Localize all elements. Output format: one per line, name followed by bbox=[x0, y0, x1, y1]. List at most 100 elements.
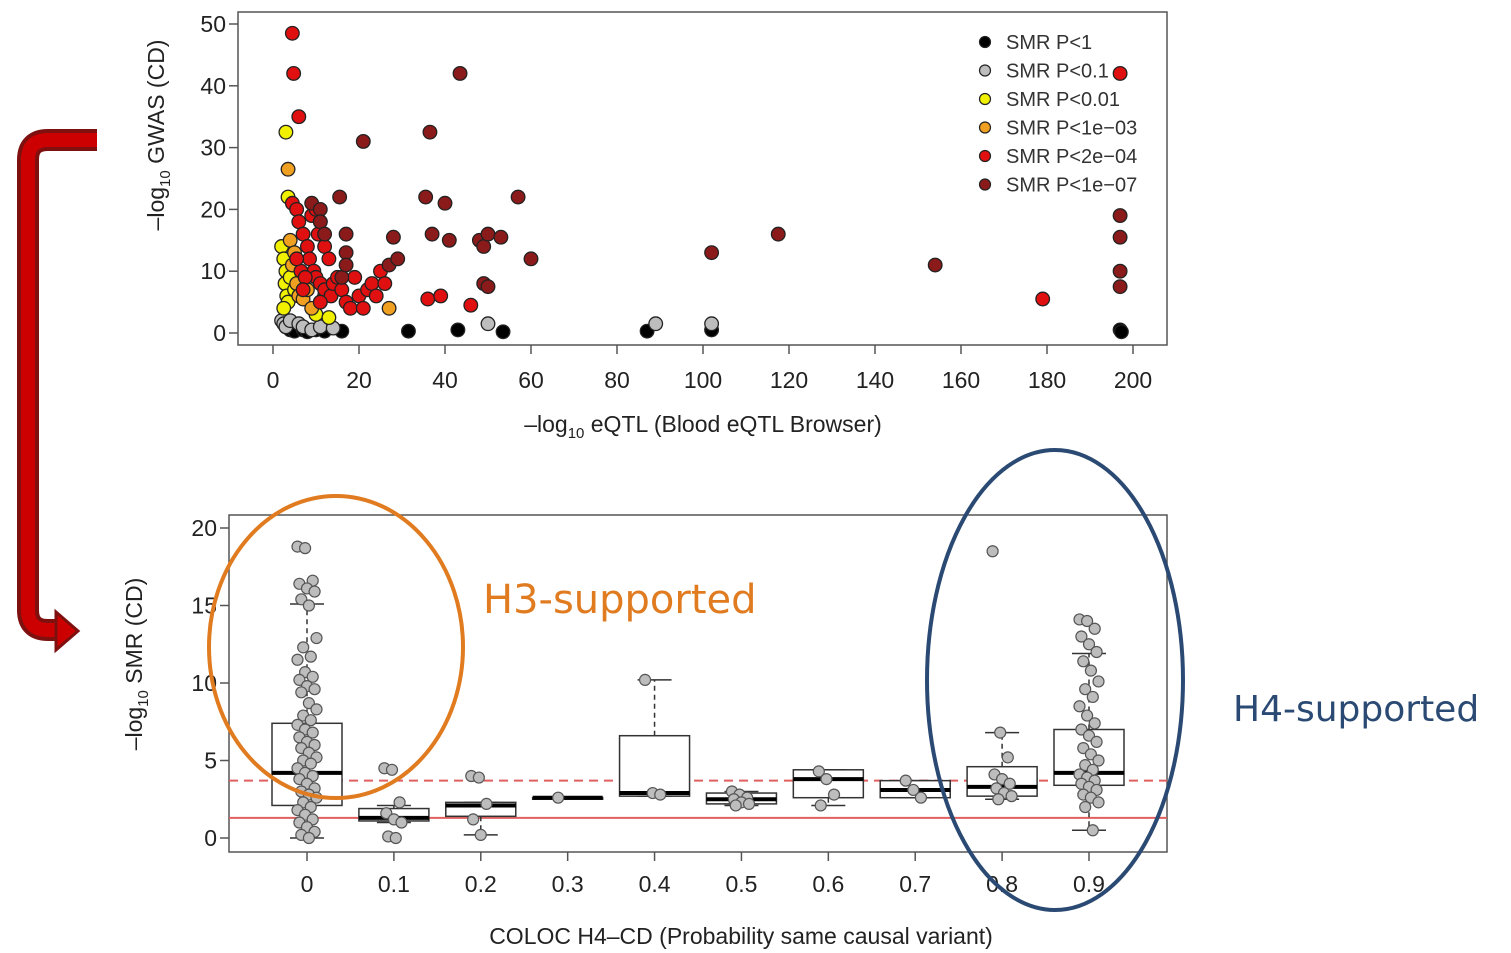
data-point bbox=[364, 276, 380, 292]
box bbox=[618, 734, 691, 797]
x-tick-label: 180 bbox=[1028, 367, 1066, 393]
data-point bbox=[306, 726, 319, 739]
x-tick-label: 0.6 bbox=[812, 871, 844, 897]
data-point bbox=[510, 189, 526, 205]
data-point bbox=[338, 257, 354, 273]
legend-label: SMR P<0.1 bbox=[1006, 61, 1109, 83]
scatter-chart: 0 20 40 60 80 100 120 140 160 180 200 0 10 20 30 40 50 –l… bbox=[143, 11, 1168, 442]
data-point bbox=[476, 239, 492, 254]
data-point bbox=[770, 226, 786, 242]
data-point bbox=[480, 279, 496, 295]
data-point bbox=[1080, 709, 1094, 722]
data-point bbox=[638, 673, 652, 687]
x-tick-label: 0 bbox=[267, 367, 280, 393]
data-point bbox=[467, 813, 480, 826]
data-point bbox=[342, 300, 358, 316]
data-point bbox=[1112, 263, 1128, 279]
y-tick-label: 20 bbox=[200, 196, 226, 222]
legend-marker bbox=[978, 92, 992, 106]
data-point bbox=[312, 214, 328, 230]
data-point bbox=[295, 686, 308, 699]
data-point bbox=[437, 195, 453, 211]
y-tick-label: 10 bbox=[200, 258, 226, 284]
data-point bbox=[1084, 664, 1098, 677]
data-point bbox=[704, 245, 720, 261]
y-tick-label: 0 bbox=[204, 825, 217, 851]
data-point bbox=[424, 226, 440, 242]
data-point bbox=[291, 214, 307, 230]
data-point bbox=[368, 288, 384, 304]
data-point bbox=[827, 788, 841, 801]
data-point bbox=[914, 791, 928, 804]
data-point bbox=[401, 323, 416, 339]
x-tick-label: 0.7 bbox=[899, 871, 931, 897]
data-point bbox=[299, 239, 315, 254]
legend-label: SMR P<2e−04 bbox=[1006, 146, 1137, 168]
data-point bbox=[474, 828, 487, 842]
x-tick-label: 0.4 bbox=[639, 871, 671, 897]
data-point bbox=[1112, 229, 1128, 245]
h3-ellipse bbox=[207, 494, 465, 800]
legend-marker bbox=[978, 35, 992, 49]
x-tick-label: 160 bbox=[942, 367, 980, 393]
data-point bbox=[304, 714, 317, 727]
x-tick-label: 120 bbox=[770, 367, 808, 393]
data-point bbox=[742, 797, 756, 811]
legend-label: SMR P<0.01 bbox=[1006, 89, 1120, 111]
plot-frame bbox=[228, 514, 1168, 853]
data-point bbox=[317, 226, 333, 242]
x-axis-label: COLOC H4–CD (Probability same causal var… bbox=[489, 923, 993, 949]
data-point bbox=[1092, 754, 1105, 767]
legend-marker bbox=[978, 149, 992, 163]
x-tick-label: 0.5 bbox=[725, 871, 757, 897]
data-point bbox=[310, 631, 323, 645]
x-tick-label: 60 bbox=[518, 367, 544, 393]
x-tick-label: 20 bbox=[346, 367, 372, 393]
data-point bbox=[289, 201, 305, 217]
data-point bbox=[385, 229, 401, 245]
data-point bbox=[1003, 777, 1016, 790]
arrow-inner bbox=[21, 133, 97, 637]
data-point bbox=[291, 653, 304, 666]
data-point bbox=[1005, 790, 1018, 803]
data-point bbox=[332, 189, 348, 205]
x-tick-label: 200 bbox=[1114, 367, 1152, 393]
data-point bbox=[1077, 655, 1090, 668]
data-point bbox=[1035, 291, 1051, 307]
data-point bbox=[422, 124, 438, 140]
x-tick-label: 140 bbox=[856, 367, 894, 393]
x-tick-label: 0.3 bbox=[552, 871, 584, 897]
data-point bbox=[493, 229, 509, 245]
legend-label: SMR P<1e−03 bbox=[1006, 118, 1137, 140]
data-point bbox=[338, 245, 354, 261]
data-point bbox=[284, 25, 300, 41]
data-point bbox=[304, 757, 317, 770]
x-tick-label: 80 bbox=[604, 367, 630, 393]
data-point bbox=[286, 65, 302, 81]
y-tick-label: 20 bbox=[191, 515, 217, 541]
data-point bbox=[899, 774, 912, 787]
arrow-head-icon bbox=[54, 608, 81, 654]
data-point bbox=[704, 316, 720, 332]
h4-label: H4-supported bbox=[1233, 689, 1479, 730]
data-point bbox=[317, 239, 333, 254]
data-point bbox=[495, 324, 511, 340]
data-point bbox=[308, 585, 321, 598]
data-point bbox=[334, 269, 350, 285]
x-axis-label: –log10 eQTL (Blood eQTL Browser) bbox=[524, 411, 882, 442]
data-point bbox=[992, 793, 1005, 806]
data-point bbox=[389, 831, 402, 845]
data-point bbox=[297, 269, 313, 285]
data-point bbox=[1080, 614, 1094, 628]
legend-label: SMR P<1e−07 bbox=[1006, 175, 1137, 197]
data-point bbox=[334, 282, 350, 298]
data-point bbox=[295, 226, 311, 242]
data-point bbox=[648, 316, 664, 332]
legend-marker bbox=[978, 64, 992, 77]
data-point bbox=[276, 300, 292, 316]
data-point bbox=[289, 251, 305, 267]
x-tick-label: 0 bbox=[301, 871, 314, 897]
data-point bbox=[1112, 279, 1128, 295]
